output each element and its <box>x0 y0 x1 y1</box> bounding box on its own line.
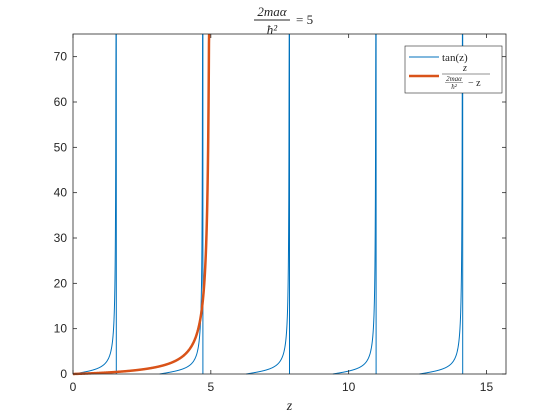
y-tick-label: 40 <box>54 186 68 200</box>
legend-label-tan: tan(z) <box>442 52 468 64</box>
legend-rhs-denominator-tail: − z <box>468 78 481 89</box>
x-axis-label: z <box>286 399 293 414</box>
legend-rhs-denominator-bottom: ħ² <box>451 83 458 91</box>
y-tick-label: 50 <box>54 140 68 154</box>
axes-box <box>72 33 507 375</box>
y-tick-label: 10 <box>54 322 68 336</box>
y-tick-label: 20 <box>54 276 68 290</box>
series-layer <box>71 33 464 376</box>
series-line-rhs <box>71 33 211 376</box>
series-line-tan <box>245 33 290 375</box>
legend-box <box>404 45 503 94</box>
series-line-tan <box>159 33 204 375</box>
x-tick-label: 0 <box>70 380 77 394</box>
x-tick-label: 15 <box>480 380 494 394</box>
y-tick-label: 30 <box>54 231 68 245</box>
legend-rhs-numerator: z <box>462 63 467 74</box>
x-tick-label: 10 <box>342 380 356 394</box>
y-tick-label: 70 <box>54 50 68 64</box>
chart-title: 2maα ħ² = 5 <box>254 4 313 37</box>
series-line-tan <box>419 33 463 375</box>
title-numerator: 2maα <box>257 4 287 19</box>
legend-label-rhs: z 2maα ħ² − z <box>442 63 490 91</box>
legend: tan(z) z 2maα ħ² − z <box>404 45 503 94</box>
legend-rhs-denominator-top: 2maα <box>446 75 462 83</box>
title-denominator: ħ² <box>267 22 279 37</box>
series-line-tan <box>332 33 377 375</box>
y-tick-label: 0 <box>60 367 67 381</box>
title-equals: = 5 <box>296 12 313 27</box>
x-tick-label: 5 <box>207 380 214 394</box>
y-tick-label: 60 <box>54 95 68 109</box>
